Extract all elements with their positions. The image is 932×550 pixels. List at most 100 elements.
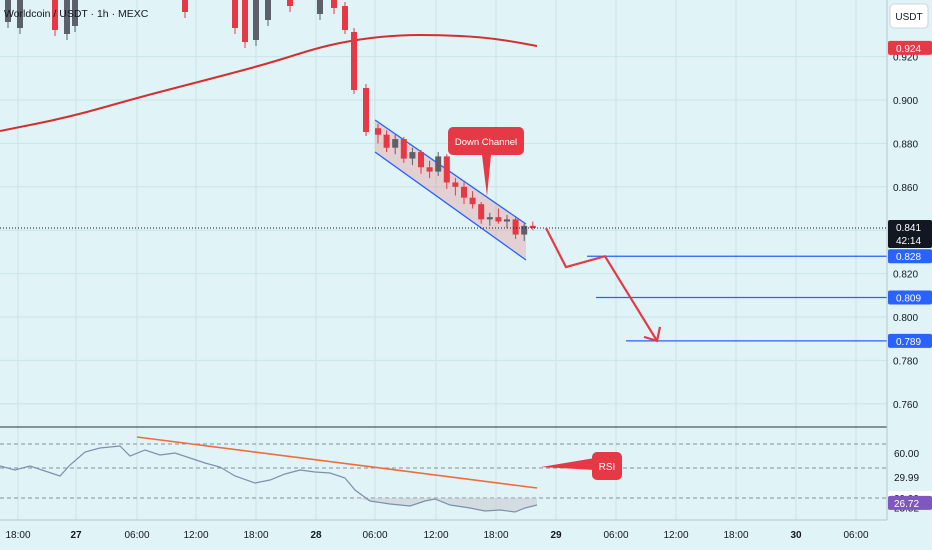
- rsi-tick-label: 29.99: [894, 473, 919, 484]
- candle: [409, 152, 416, 159]
- price-tag-label: 0.841: [896, 223, 921, 234]
- price-tag: [888, 40, 932, 55]
- candle: [435, 156, 442, 172]
- candle: [478, 204, 485, 220]
- price-tick-label: 0.900: [893, 96, 918, 107]
- candle: [443, 156, 450, 183]
- grid: [0, 0, 887, 520]
- price-tag: [888, 290, 932, 305]
- currency-button[interactable]: USDT: [889, 3, 929, 29]
- time-tick-label: 18:00: [243, 530, 268, 541]
- candle: [253, 0, 259, 40]
- time-tick-label: 06:00: [603, 530, 628, 541]
- candle: [363, 88, 369, 132]
- candle: [5, 0, 11, 22]
- chart-title: Worldcoin / USDT · 1h · MEXC: [4, 8, 149, 20]
- candle: [529, 225, 536, 229]
- time-tick-label: 29: [550, 530, 562, 541]
- rsi-callout-box: [592, 452, 622, 480]
- time-axis[interactable]: 18:00 27 06:00 12:00 18:00 28 06:00 12:00 18:00 2…: [0, 519, 932, 550]
- time-axis-ticks: 18:00 27 06:00 12:00 18:00 28 06:00 12:00 18:00 2…: [5, 530, 868, 541]
- candle: [182, 0, 188, 12]
- projection-path[interactable]: [545, 227, 658, 342]
- price-tick-label: 0.760: [893, 400, 918, 411]
- price-tick-label: 0.880: [893, 139, 918, 150]
- price-tag-label: 0.828: [896, 252, 921, 263]
- candle: [452, 182, 459, 187]
- candle: [351, 32, 357, 90]
- candle: [72, 0, 78, 26]
- price-tick-label: 0.860: [893, 183, 918, 194]
- time-tick-label: 18:00: [5, 530, 30, 541]
- rsi-callout[interactable]: RSI: [541, 452, 622, 480]
- projection-arrowhead: [643, 326, 662, 343]
- moving-average-line: [0, 33, 538, 132]
- currency-button-box: [889, 3, 929, 29]
- price-tag: [888, 249, 932, 264]
- candle: [469, 197, 476, 205]
- candle: [486, 217, 493, 220]
- price-tick-label: 0.920: [893, 53, 918, 64]
- time-tick-label: 18:00: [723, 530, 748, 541]
- currency-label: USDT: [895, 12, 922, 23]
- target-lines[interactable]: [587, 255, 887, 342]
- rsi-pane[interactable]: RSI: [0, 436, 887, 513]
- price-tag: [888, 220, 932, 249]
- candle: [331, 0, 337, 8]
- price-tick-label: 0.780: [893, 356, 918, 367]
- candle: [52, 0, 58, 30]
- time-tick-label: 18:00: [483, 530, 508, 541]
- rsi-trend-line[interactable]: [136, 436, 538, 489]
- candle: [342, 6, 348, 30]
- candle: [242, 0, 248, 42]
- price-tag-label: 0.924: [896, 44, 921, 55]
- candle: [383, 134, 390, 148]
- candle: [392, 139, 399, 148]
- time-tick-label: 30: [790, 530, 802, 541]
- time-tick-label: 28: [310, 530, 322, 541]
- price-tag-label: 0.789: [896, 337, 921, 348]
- price-tag-countdown: 42:14: [896, 236, 921, 247]
- price-tick-label: 0.800: [893, 313, 918, 324]
- candle: [400, 139, 407, 159]
- candle: [317, 0, 323, 14]
- time-tick-label: 12:00: [423, 530, 448, 541]
- time-tick-label: 06:00: [843, 530, 868, 541]
- price-pane[interactable]: Down Channel: [0, 0, 887, 343]
- candle: [504, 219, 510, 222]
- rsi-tag-label: 26.72: [894, 499, 919, 510]
- price-axis-background: [887, 0, 932, 550]
- candle: [64, 0, 70, 34]
- candle: [495, 217, 502, 222]
- candles: [5, 0, 536, 242]
- candle: [461, 186, 467, 198]
- rsi-tags: 29.9926.72: [888, 491, 932, 510]
- candle: [265, 0, 271, 20]
- candle: [521, 225, 528, 235]
- candle: [17, 0, 23, 28]
- rsi-label: RSI: [599, 462, 616, 473]
- rsi-line: [0, 445, 538, 513]
- price-tags: 0.924 0.841 42:14 0.828 0.809 0.789: [888, 40, 932, 348]
- candle: [418, 152, 424, 168]
- candle: [287, 0, 293, 6]
- down-channel-label: Down Channel: [455, 137, 517, 148]
- time-axis-background: [0, 520, 932, 550]
- candle: [232, 0, 238, 28]
- price-tag: [888, 333, 932, 348]
- down-channel-upper-line[interactable]: [374, 119, 527, 225]
- price-tag-label: 0.809: [896, 293, 921, 304]
- down-channel-lower-line[interactable]: [374, 151, 527, 261]
- rsi-oversold-fill: [355, 498, 537, 512]
- rsi-callout-pointer: [541, 458, 595, 470]
- down-channel-callout[interactable]: Down Channel: [448, 127, 524, 196]
- rsi-tick-label: 60.00: [894, 449, 919, 460]
- time-tick-label: 06:00: [124, 530, 149, 541]
- down-channel-callout-box: [448, 127, 524, 155]
- price-axis[interactable]: 0.9200.9000.8800.8600.8400.8200.8000.780…: [886, 0, 932, 550]
- rsi-tag: [888, 495, 932, 510]
- candle: [512, 219, 519, 235]
- time-tick-label: 12:00: [663, 530, 688, 541]
